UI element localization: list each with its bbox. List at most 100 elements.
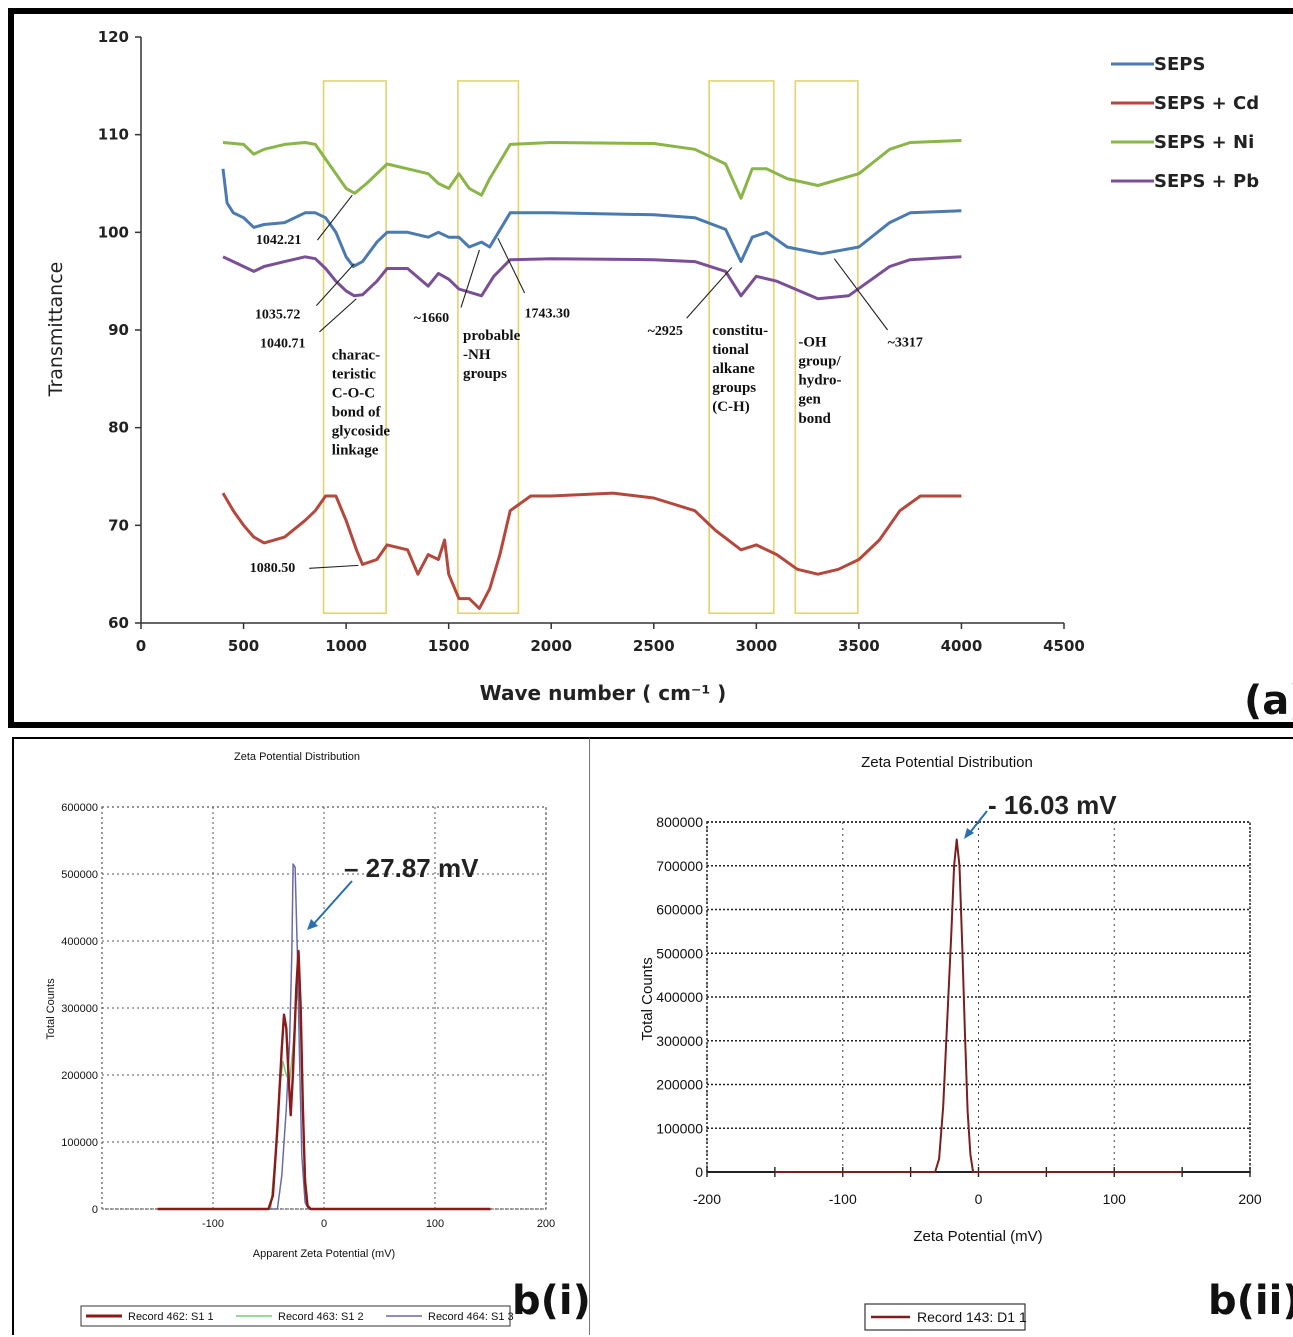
ftir-region-label: groups [463,366,507,382]
ftir-y-tick-label: 80 [108,419,129,437]
zeta-bi-y-tick-label: 200000 [61,1070,98,1082]
zeta-bii-y-axis-title: Total Counts [639,957,656,1040]
ftir-annotation-label: 1743.30 [525,306,571,321]
ftir-region-label: groups [712,380,756,396]
ftir-region-label: group/ [798,354,841,370]
zeta-bi-legend-box [80,1305,511,1327]
zeta-bi-series-line [157,863,491,1210]
zeta-bi-axes: 0 100000 200000 300000 400000 500000 600000 -10… [61,802,555,1230]
ftir-region-label: (C-H) [712,399,750,415]
ftir-x-tick-label: 0 [136,637,146,655]
ftir-region-box [322,80,387,615]
zeta-bi-y-tick-label: 300000 [61,1003,98,1015]
ftir-annotation-leader [315,263,355,306]
ftir-region-label: gen [798,392,821,408]
zeta-bii-y-tick-label: 400000 [656,989,703,1005]
panel-label-bi: b(i) [512,1278,591,1324]
zeta-chart-bii: Zeta Potential Distribution 0 100000 20000… [639,754,1293,1331]
zeta-bii-y-tick-label: 100000 [656,1120,703,1136]
ftir-x-tick-label: 3000 [735,637,777,655]
zeta-bi-x-tick-label: 0 [321,1218,327,1230]
zeta-bi-y-axis-title: Total Counts [45,978,57,1040]
zeta-bii-peak-annotation: - 16.03 mV [964,790,1117,839]
zeta-bii-x-axis-title: Zeta Potential (mV) [913,1228,1042,1245]
ftir-annotation-label: ~2925 [648,324,683,339]
ftir-x-tick-label: 4500 [1043,637,1085,655]
ftir-annotation-leader [309,564,359,569]
zeta-bi-series-line [157,949,491,1211]
ftir-region-label: linkage [332,443,379,459]
ftir-region-box [457,80,520,615]
panel-label-a: (a) [1244,678,1293,724]
zeta-bii-legend-label: Record 143: D1 1 [917,1309,1027,1325]
panel-label-bii: b(ii) [1208,1278,1293,1324]
ftir-x-tick-label: 4000 [941,637,983,655]
ftir-series-line [221,168,962,268]
zeta-bi-peak-annotation: – 27.87 mV [307,853,479,930]
ftir-y-tick-label: 70 [108,516,129,534]
ftir-annotation-label: 1042.21 [256,233,302,248]
zeta-bii-x-tick-label: 100 [1103,1191,1127,1207]
zeta-panel-bi: Zeta Potential Distribution 0 100000 20000… [12,737,591,1335]
zeta-bii-x-tick-label: -100 [829,1191,857,1207]
ftir-y-tick-label: 110 [98,126,129,144]
ftir-y-tick-label: 120 [98,28,129,46]
zeta-bii-peak-label: - 16.03 mV [988,790,1117,820]
ftir-region-label: glycoside [332,423,391,439]
zeta-bii-title: Zeta Potential Distribution [861,754,1033,771]
zeta-bii-legend: Record 143: D1 1 [864,1303,1027,1331]
zeta-bii-y-tick-label: 200000 [656,1077,703,1093]
ftir-legend-label: SEPS + Cd [1154,93,1259,114]
ftir-annotations: 1042.21 1035.72 1040.71 ~1660 1743.30 ~2925 ~3… [250,194,923,576]
zeta-bi-title: Zeta Potential Distribution [234,751,360,763]
ftir-region-label: alkane [712,361,755,377]
zeta-bii-y-tick-label: 800000 [656,814,703,830]
zeta-bi-legend-label: Record 464: S1 3 [428,1311,514,1323]
zeta-bii-y-tick-label: 300000 [656,1033,703,1049]
ftir-regions: charac-teristic C-O-C bond of glycoside link… [322,80,859,615]
zeta-bi-y-tick-label: 400000 [61,936,98,948]
ftir-annotation-leader [319,298,357,333]
ftir-x-tick-label: 2500 [633,637,675,655]
ftir-annotation-label: ~1660 [414,311,449,326]
ftir-region-label: constitu- [712,323,768,339]
zeta-bii-x-tick-label: -200 [693,1191,721,1207]
zeta-bii-x-tick-label: 200 [1238,1191,1262,1207]
ftir-chart: 60 70 80 90 100 110 120 0 500 1000 1500 2000 2500 300… [45,28,1293,724]
zeta-bii-y-tick-label: 600000 [656,902,703,918]
zeta-bii-series-group [774,838,1183,1173]
ftir-series-group [221,139,962,610]
zeta-bi-legend-label: Record 463: S1 2 [278,1311,364,1323]
ftir-axes: 60 70 80 90 100 110 120 0 500 1000 1500 2000 2500 300… [98,28,1085,655]
ftir-legend-label: SEPS + Pb [1154,171,1259,192]
ftir-annotation-label: 1080.50 [250,561,296,576]
ftir-x-tick-label: 1000 [325,637,367,655]
ftir-region-label: -OH [798,335,827,351]
ftir-annotation-label: 1040.71 [260,337,306,352]
ftir-region-label: bond of [332,404,382,420]
zeta-bi-y-tick-label: 600000 [61,802,98,814]
ftir-annotation-label: ~3317 [888,336,923,351]
zeta-bi-y-tick-label: 100000 [61,1137,98,1149]
ftir-x-axis-title: Wave number ( cm⁻¹ ) [480,681,727,705]
ftir-region-label: bond [798,411,831,427]
ftir-annotation-label: 1035.72 [255,307,301,322]
zeta-bii-series-line [774,838,1183,1173]
ftir-annotation-leader [460,249,480,308]
zeta-bi-x-tick-label: 200 [537,1218,555,1230]
ftir-y-tick-label: 100 [98,223,129,241]
zeta-bii-y-tick-label: 700000 [656,858,703,874]
zeta-panel-bii: Zeta Potential Distribution 0 100000 20000… [590,737,1293,1335]
ftir-region-label: hydro- [798,373,841,389]
ftir-annotation-leader [497,237,526,294]
ftir-region-label: teristic [332,366,376,382]
ftir-y-tick-label: 90 [108,321,129,339]
zeta-bi-peak-arrow [310,880,353,928]
ftir-series-line [222,255,962,301]
zeta-bii-x-tick-label: 0 [975,1191,983,1207]
ftir-region-label: tional [712,342,749,358]
ftir-x-tick-label: 500 [228,637,259,655]
zeta-bi-legend-label: Record 462: S1 1 [128,1311,214,1323]
zeta-bii-peak-arrowhead [964,828,974,839]
ftir-x-tick-label: 3500 [838,637,880,655]
